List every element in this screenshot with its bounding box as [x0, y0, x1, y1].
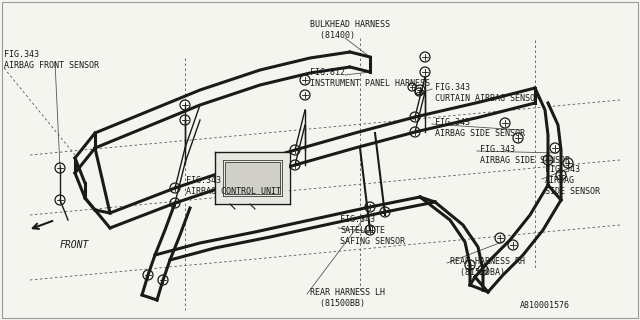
Text: FRONT: FRONT	[60, 240, 90, 250]
Text: FIG.343
AIRBAG CONTROL UNIT: FIG.343 AIRBAG CONTROL UNIT	[186, 176, 281, 196]
Text: FIG.343
AIRBAG FRONT SENSOR: FIG.343 AIRBAG FRONT SENSOR	[4, 50, 99, 70]
Text: FIG.343
AIRBAG SIDE SENSOR: FIG.343 AIRBAG SIDE SENSOR	[435, 118, 525, 138]
Text: BULKHEAD HARNESS
  (81400): BULKHEAD HARNESS (81400)	[310, 20, 390, 40]
Text: FIG.343
AIRBAG SIDE SENSOR: FIG.343 AIRBAG SIDE SENSOR	[480, 145, 570, 165]
Text: A810001576: A810001576	[520, 301, 570, 310]
Bar	[216, 153, 289, 203]
Text: FIG.343
CURTAIN AIRBAG SENSOR: FIG.343 CURTAIN AIRBAG SENSOR	[435, 83, 540, 103]
Text: REAR HARNESS RH
  (81500BA): REAR HARNESS RH (81500BA)	[450, 257, 525, 277]
Text: FIG.343
AIRBAG
SIDE SENSOR: FIG.343 AIRBAG SIDE SENSOR	[545, 165, 600, 196]
Bar	[225, 162, 280, 194]
Text: REAR HARNESS LH
  (81500BB): REAR HARNESS LH (81500BB)	[310, 288, 385, 308]
Text: FIG.343
SATELLITE
SAFING SENSOR: FIG.343 SATELLITE SAFING SENSOR	[340, 215, 405, 245]
Text: FIG.812
INSTRUMENT PANEL HARNESS: FIG.812 INSTRUMENT PANEL HARNESS	[310, 68, 430, 88]
